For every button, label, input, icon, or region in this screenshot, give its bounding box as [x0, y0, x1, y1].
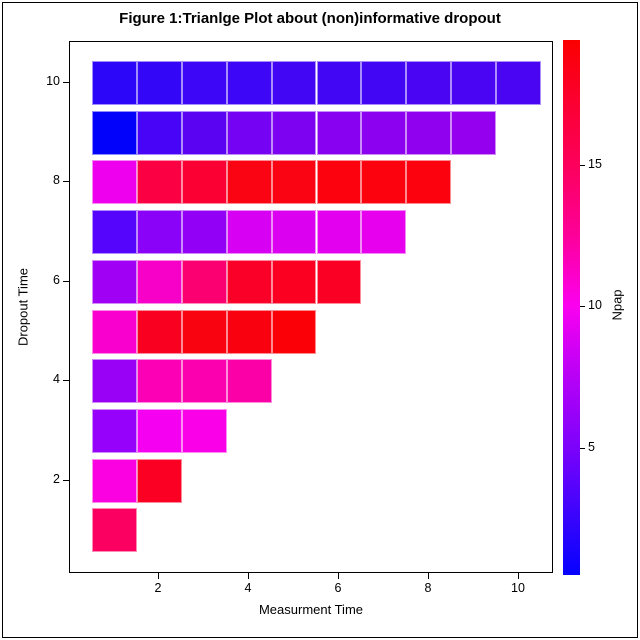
y-axis-title: Dropout Time [15, 267, 31, 347]
heatmap-tile [271, 110, 317, 155]
heatmap-tile [92, 359, 137, 404]
heatmap-tile [361, 160, 407, 205]
heatmap-tile [226, 309, 272, 354]
heatmap-tile [316, 61, 362, 105]
colorbar-tick [580, 448, 585, 449]
y-axis-tick [63, 380, 69, 381]
heatmap-tile [361, 110, 407, 155]
colorbar-tick-label: 15 [588, 157, 602, 171]
y-axis-tick [63, 82, 69, 83]
heatmap-tile [92, 458, 137, 503]
heatmap-tile [226, 259, 272, 304]
heatmap-tile [271, 210, 317, 255]
heatmap-tile [136, 359, 182, 404]
chart-title: Figure 1:Trianlge Plot about (non)inform… [119, 10, 501, 27]
colorbar-gradient [563, 40, 580, 575]
x-axis-tick [158, 573, 159, 579]
heatmap-tile [406, 110, 452, 155]
y-axis-tick [63, 480, 69, 481]
heatmap-tile [316, 259, 362, 304]
x-axis-title: Measurment Time [258, 602, 364, 617]
heatmap-tile [361, 61, 407, 105]
y-axis-tick-label: 6 [53, 273, 60, 287]
heatmap-tile [226, 61, 272, 105]
heatmap-tile [316, 210, 362, 255]
y-axis-tick [63, 181, 69, 182]
x-axis-tick [518, 573, 519, 579]
x-axis-tick-label: 10 [511, 581, 525, 595]
heatmap-tile [136, 160, 182, 205]
heatmap-tile [181, 309, 227, 354]
y-axis-tick-label: 2 [53, 472, 60, 486]
y-axis-tick-label: 8 [53, 173, 60, 187]
heatmap-tile [136, 210, 182, 255]
heatmap-tile [316, 110, 362, 155]
heatmap-tile [92, 110, 137, 155]
heatmap-tile [226, 160, 272, 205]
heatmap-tile [271, 160, 317, 205]
y-axis-tick [63, 281, 69, 282]
heatmap-tile [92, 160, 137, 205]
colorbar-tick [580, 306, 585, 307]
heatmap-tile [136, 61, 182, 105]
x-axis-tick [428, 573, 429, 579]
colorbar-tick-label: 10 [588, 298, 602, 312]
heatmap-tile [92, 309, 137, 354]
heatmap-tile [316, 160, 362, 205]
heatmap-tile [361, 210, 407, 255]
heatmap-tile [92, 508, 137, 553]
heatmap-tile [136, 309, 182, 354]
heatmap-tile [226, 110, 272, 155]
heatmap-tile [136, 458, 182, 503]
heatmap-tile [226, 210, 272, 255]
y-axis-tick-label: 4 [53, 372, 60, 386]
heatmap-tile [181, 408, 227, 453]
heatmap-tile [181, 160, 227, 205]
heatmap-tile [181, 61, 227, 105]
x-axis-tick-label: 8 [424, 581, 432, 595]
x-axis-tick [248, 573, 249, 579]
heatmap-tile [496, 61, 541, 105]
heatmap-tile [92, 259, 137, 304]
heatmap-tile [451, 61, 497, 105]
x-axis-tick [338, 573, 339, 579]
x-axis-tick-label: 2 [154, 581, 162, 595]
heatmap-tile [226, 359, 272, 404]
y-axis-tick-label: 10 [46, 74, 60, 88]
heatmap-tile [406, 61, 452, 105]
colorbar-tick-label: 5 [588, 440, 595, 454]
x-axis-tick-label: 4 [244, 581, 252, 595]
heatmap-tile [451, 110, 497, 155]
heatmap-tile [92, 408, 137, 453]
heatmap-tile [181, 359, 227, 404]
heatmap-tile [271, 309, 317, 354]
heatmap-tile [271, 259, 317, 304]
heatmap-tile [181, 259, 227, 304]
colorbar-tick [580, 165, 585, 166]
heatmap-tile [136, 110, 182, 155]
heatmap-tile [181, 110, 227, 155]
heatmap-tile [406, 160, 452, 205]
heatmap-tile [92, 61, 137, 105]
heatmap-tile [136, 259, 182, 304]
heatmap-tile [136, 408, 182, 453]
plot-area [69, 41, 553, 573]
heatmap-tile [92, 210, 137, 255]
heatmap-tile [181, 210, 227, 255]
x-axis-tick-label: 6 [334, 581, 342, 595]
heatmap-tile [271, 61, 317, 105]
